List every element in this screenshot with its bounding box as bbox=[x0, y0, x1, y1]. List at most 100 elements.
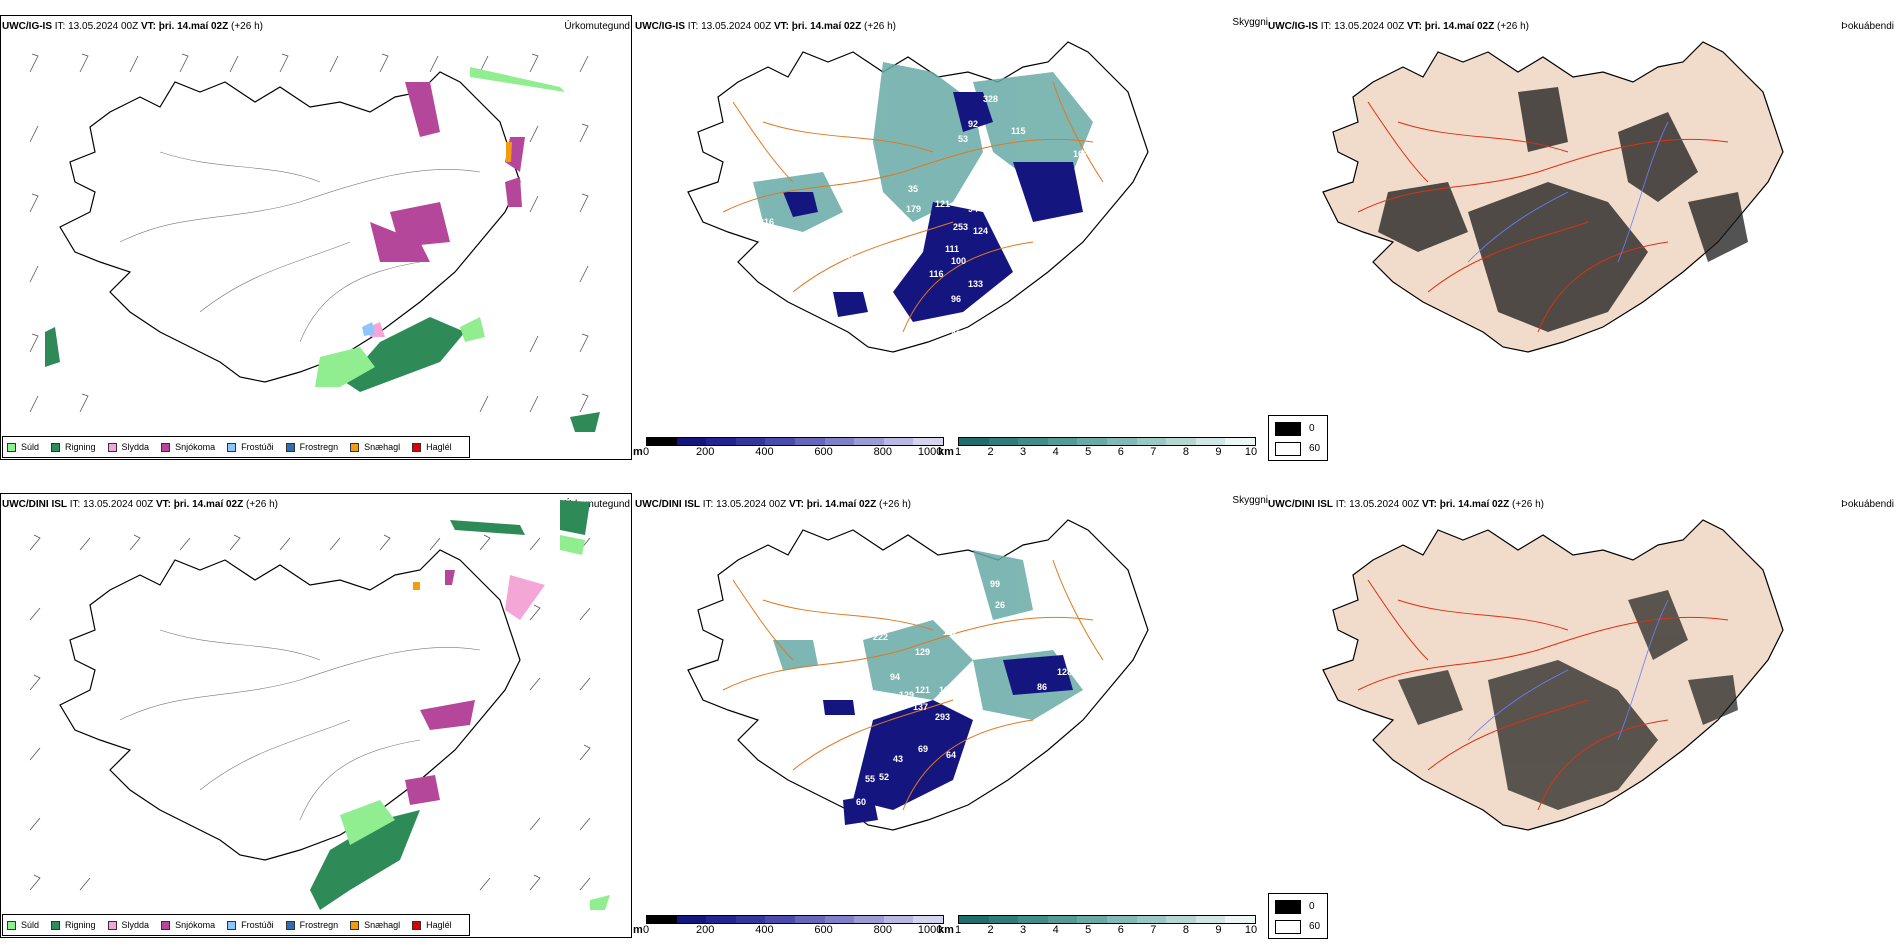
it-value: 13.05.2024 00Z bbox=[83, 499, 154, 510]
fog-indicator-panel-1: UWC/IG-IS IT: 13.05.2024 00Z VT: þri. 14… bbox=[1268, 12, 1900, 462]
fog-legend: 0 60 bbox=[1268, 893, 1328, 939]
ceiling-label: 98 bbox=[843, 251, 853, 261]
vt-label: VT: bbox=[773, 21, 789, 32]
ceiling-label: 100 bbox=[951, 256, 966, 266]
legend-item: Slydda bbox=[107, 920, 149, 930]
ceiling-label: 293 bbox=[935, 712, 950, 722]
legend-item: Frostregn bbox=[285, 442, 338, 452]
ceiling-colorbar bbox=[646, 437, 944, 446]
ceiling-label: 35 bbox=[908, 184, 918, 194]
panel-title: Skyggni bbox=[1232, 17, 1268, 28]
ceiling-label: 92 bbox=[968, 119, 978, 129]
vt-label: VT: bbox=[155, 499, 171, 510]
legend-item: Frostúði bbox=[227, 442, 274, 452]
legend-item: Frostúði bbox=[227, 920, 274, 930]
panel-header: UWC/IG-IS IT: 13.05.2024 00Z VT: þri. 14… bbox=[1268, 21, 1529, 33]
ceiling-label: 253 bbox=[953, 222, 968, 232]
ceiling-label: 107 bbox=[939, 685, 954, 695]
cloud-visibility-map: 328 92 115 53 167 82 35 179 121 94 216 8… bbox=[687, 41, 1149, 391]
legend-item: Haglél bbox=[412, 920, 452, 930]
it-value: 13.05.2024 00Z bbox=[716, 499, 787, 510]
visibility-ticks: 1 2 3 4 5 6 7 8 9 10 bbox=[954, 924, 1258, 936]
cloud-visibility-map: 99 26 10 20 222 122 129 128 126 94 121 1… bbox=[687, 519, 1149, 831]
ceiling-areas bbox=[823, 655, 1073, 825]
fog-legend: 0 60 bbox=[1268, 415, 1328, 461]
ceiling-label: 85 bbox=[861, 229, 871, 239]
model-name: UWC/IG-IS bbox=[2, 21, 52, 32]
model-name: UWC/DINI ISL bbox=[2, 499, 67, 510]
panel-header: UWC/IG-IS IT: 13.05.2024 00Z VT: þri. 14… bbox=[2, 21, 263, 33]
ceiling-label: 99 bbox=[990, 579, 1000, 589]
fog-legend-label: 60 bbox=[1309, 443, 1321, 454]
lead-time: (+26 h) bbox=[1512, 499, 1544, 510]
ceiling-value-labels: 328 92 115 53 167 82 35 179 121 94 216 8… bbox=[759, 94, 1088, 391]
fog-shading bbox=[1398, 590, 1738, 810]
it-value: 13.05.2024 00Z bbox=[68, 21, 139, 32]
ceiling-label: 94 bbox=[968, 204, 978, 214]
ceiling-label: 137 bbox=[913, 702, 928, 712]
ceiling-label: 49 bbox=[913, 374, 923, 384]
vt-label: VT: bbox=[1421, 499, 1437, 510]
legend-item: Snæhagl bbox=[350, 920, 400, 930]
model-name: UWC/IG-IS bbox=[1268, 21, 1318, 32]
it-label: IT: bbox=[69, 499, 81, 510]
ceiling-label: 96 bbox=[951, 294, 961, 304]
model-name: UWC/IG-IS bbox=[635, 21, 685, 32]
legend-item: Súld bbox=[7, 920, 39, 930]
legend-item: Snæhagl bbox=[350, 442, 400, 452]
fog-map bbox=[1322, 519, 1784, 831]
precip-legend: Súld Rigning Slydda Snjókoma Frostúði Fr… bbox=[2, 914, 470, 936]
panel-header: UWC/DINI ISL IT: 13.05.2024 00Z VT: þri.… bbox=[635, 499, 911, 511]
visibility-unit: km bbox=[938, 924, 954, 936]
it-label: IT: bbox=[1320, 21, 1332, 32]
ceiling-label: 167 bbox=[1073, 149, 1088, 159]
roads bbox=[722, 559, 1104, 811]
ceiling-ticks: 0 200 400 600 800 1000 bbox=[642, 924, 943, 936]
fog-legend-label: 60 bbox=[1309, 921, 1321, 932]
lead-time: (+26 h) bbox=[231, 21, 263, 32]
ceiling-label: 20 bbox=[899, 612, 909, 622]
ceiling-unit: m bbox=[633, 446, 643, 458]
precip-type-panel-2: UWC/DINI ISL IT: 13.05.2024 00Z VT: þri.… bbox=[0, 490, 633, 940]
it-label: IT: bbox=[702, 499, 714, 510]
precip-map bbox=[29, 500, 610, 910]
ceiling-unit: m bbox=[633, 924, 643, 936]
ceiling-ticks: 0 200 400 600 800 1000 bbox=[642, 446, 943, 458]
ceiling-label: 44 bbox=[851, 381, 861, 391]
wind-barbs bbox=[29, 53, 589, 413]
ceiling-label: 53 bbox=[958, 134, 968, 144]
vt-label: VT: bbox=[788, 499, 804, 510]
ceiling-label: 94 bbox=[890, 672, 900, 682]
panel-title: Úrkomutegund bbox=[564, 21, 630, 32]
ceiling-label: 102 bbox=[1038, 252, 1053, 262]
legend-item: Snjókoma bbox=[161, 920, 215, 930]
ceiling-label: 64 bbox=[946, 750, 956, 760]
panel-header: UWC/DINI ISL IT: 13.05.2024 00Z VT: þri.… bbox=[2, 499, 278, 511]
ceiling-label: 216 bbox=[759, 217, 774, 227]
roads bbox=[119, 629, 481, 821]
ceiling-label: 86 bbox=[1037, 682, 1047, 692]
vt-label: VT: bbox=[1406, 21, 1422, 32]
ceiling-label: 128 bbox=[1057, 667, 1072, 677]
ceiling-label: 10 bbox=[1091, 602, 1101, 612]
ceiling-label: 22 bbox=[873, 294, 883, 304]
ceiling-label: 120 bbox=[1013, 270, 1028, 280]
ceiling-label: 50 bbox=[916, 354, 926, 364]
legend-item: Haglél bbox=[412, 442, 452, 452]
ceiling-areas bbox=[783, 92, 1083, 322]
ceiling-label: 49 bbox=[938, 319, 948, 329]
ceiling-label: 49 bbox=[951, 329, 961, 339]
ceiling-label: 122 bbox=[943, 627, 958, 637]
ceiling-label: 26 bbox=[995, 600, 1005, 610]
panel-title: Þokuábendi bbox=[1841, 499, 1894, 510]
ceiling-label: 116 bbox=[929, 269, 944, 279]
it-label: IT: bbox=[1335, 499, 1347, 510]
ceiling-label: 43 bbox=[893, 754, 903, 764]
map-frame bbox=[0, 15, 632, 460]
it-value: 13.05.2024 00Z bbox=[1334, 21, 1405, 32]
ceiling-label: 121 bbox=[915, 685, 930, 695]
ceiling-label: 124 bbox=[973, 226, 988, 236]
ceiling-label: 129 bbox=[899, 690, 914, 700]
visibility-unit: km bbox=[938, 446, 954, 458]
lead-time: (+26 h) bbox=[879, 499, 911, 510]
